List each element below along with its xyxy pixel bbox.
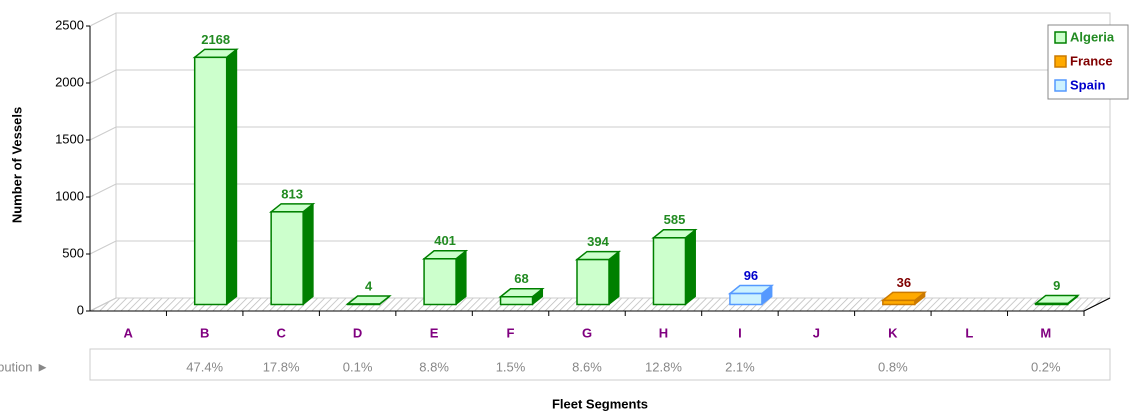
table-cell: 8.6% [572, 359, 602, 374]
x-tick-label: I [738, 325, 742, 340]
bar-front [1035, 302, 1069, 306]
bar [880, 291, 927, 306]
bar-front [729, 292, 763, 306]
bar [498, 287, 545, 306]
legend-swatch [1054, 31, 1067, 44]
bar [651, 228, 698, 306]
x-axis-end [1083, 297, 1111, 312]
x-tick-label: E [430, 325, 439, 340]
table-cell: 1.5% [496, 359, 526, 374]
x-tick-label: B [200, 325, 209, 340]
x-tick-label: C [276, 325, 286, 340]
bar-front [270, 211, 304, 306]
grid-line [89, 69, 1110, 84]
data-label: 585 [664, 212, 686, 227]
table-cell: 8.8% [419, 359, 449, 374]
legend-label: Spain [1070, 77, 1105, 92]
table-cell: 0.2% [1031, 359, 1061, 374]
x-axis-title: Fleet Segments [552, 396, 648, 411]
data-label: 394 [587, 234, 609, 249]
legend-swatch [1054, 55, 1067, 68]
y-tick-label: 1500 [55, 131, 84, 146]
data-label: 813 [281, 186, 303, 201]
x-tick-label: L [965, 325, 973, 340]
y-tick-label: 1000 [55, 188, 84, 203]
grid-line [89, 183, 1110, 198]
table-cell: 12.8% [645, 359, 682, 374]
x-tick-label: G [582, 325, 592, 340]
bar-side [455, 249, 467, 306]
bar-side [302, 202, 314, 306]
x-tick-label: A [124, 325, 134, 340]
bar-front [423, 258, 457, 306]
grid-line [89, 240, 1110, 255]
bar-front [499, 295, 534, 306]
bar-front [882, 299, 916, 306]
x-tick-label: H [659, 325, 668, 340]
table-row-label: Distribution ► [0, 359, 49, 374]
table-cell: 0.8% [878, 359, 908, 374]
bar [421, 249, 469, 306]
y-tick-label: 0 [77, 302, 84, 317]
data-label: 96 [744, 268, 758, 283]
y-tick-label: 500 [62, 245, 84, 260]
y-tick-label: 2500 [55, 17, 84, 32]
legend-label: Algeria [1070, 29, 1115, 44]
bar [345, 295, 392, 306]
table-cell: 2.1% [725, 359, 755, 374]
grid-line [89, 297, 1110, 312]
legend-label: France [1070, 53, 1113, 68]
bar [192, 48, 239, 306]
bar [574, 250, 622, 306]
grid-line [89, 126, 1110, 141]
bar [269, 202, 316, 306]
x-tick-label: K [888, 325, 898, 340]
table-cell: 17.8% [263, 359, 300, 374]
x-tick-label: D [353, 325, 362, 340]
bar-front [576, 258, 610, 306]
bar-front [193, 56, 228, 306]
bar-side [226, 48, 238, 306]
table-cell: 0.1% [343, 359, 373, 374]
bar-side [608, 250, 620, 306]
table-row [89, 348, 1111, 381]
bar-front [652, 237, 687, 306]
bar [727, 284, 775, 306]
legend-swatch [1054, 79, 1067, 92]
bar [1033, 294, 1080, 306]
y-axis-title: Number of Vessels [9, 107, 24, 223]
x-tick-label: F [507, 325, 515, 340]
x-tick-label: J [813, 325, 820, 340]
bar-side [684, 228, 696, 306]
data-label: 401 [434, 233, 456, 248]
data-label: 4 [365, 278, 373, 293]
data-label: 9 [1053, 278, 1060, 293]
x-tick-label: M [1040, 325, 1051, 340]
data-label: 68 [514, 271, 528, 286]
y-tick-label: 2000 [55, 74, 84, 89]
grid-line [89, 12, 1110, 27]
data-label: 2168 [201, 32, 230, 47]
data-label: 36 [897, 275, 911, 290]
table-cell: 47.4% [186, 359, 223, 374]
